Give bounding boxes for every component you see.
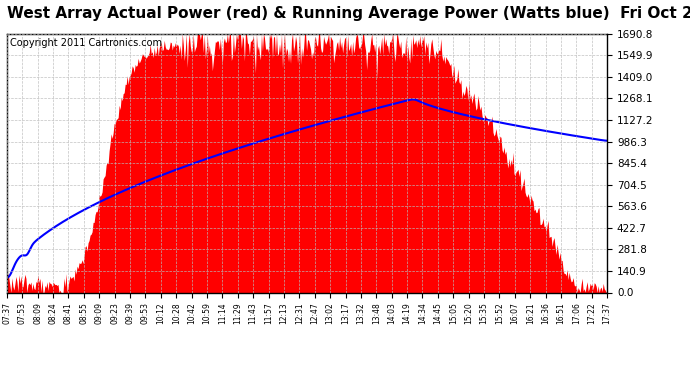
- Text: Copyright 2011 Cartronics.com: Copyright 2011 Cartronics.com: [10, 38, 162, 48]
- Text: West Array Actual Power (red) & Running Average Power (Watts blue)  Fri Oct 21 1: West Array Actual Power (red) & Running …: [7, 6, 690, 21]
